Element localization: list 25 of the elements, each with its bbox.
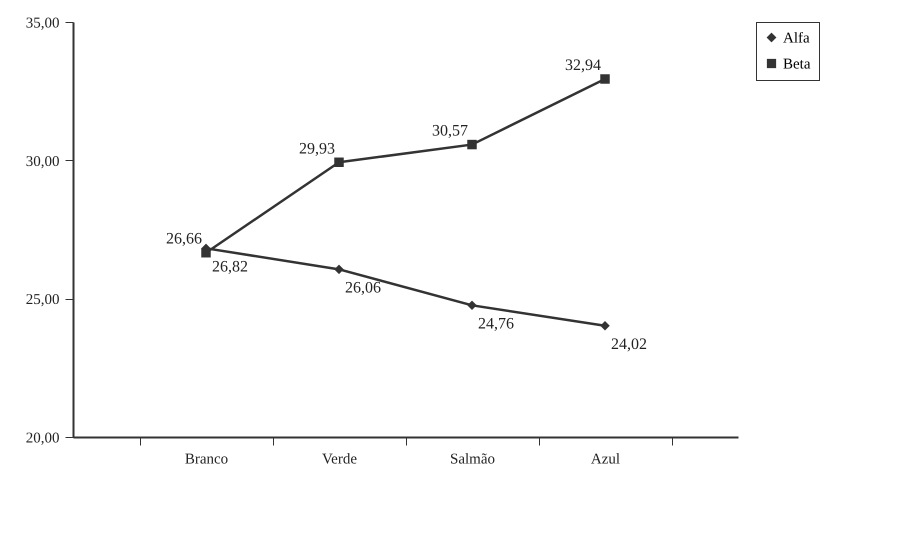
- data-label: 26,66: [166, 230, 202, 248]
- x-tick-label: Azul: [590, 452, 620, 468]
- data-label: 32,94: [565, 56, 601, 74]
- point: [467, 300, 477, 310]
- y-tick-label: 25,00: [26, 292, 60, 308]
- data-label: 29,93: [299, 140, 335, 158]
- y-tick-label: 20,00: [26, 430, 60, 446]
- x-tick-label: Branco: [184, 452, 228, 468]
- y-tick-label: 35,00: [26, 16, 60, 32]
- legend-label: Alfa: [783, 30, 810, 46]
- point: [600, 321, 610, 331]
- point: [334, 264, 344, 274]
- legend-label: Beta: [783, 56, 811, 72]
- y-tick-label: 30,00: [26, 154, 60, 170]
- point: [201, 248, 211, 258]
- data-label: 24,76: [478, 315, 514, 332]
- point: [334, 158, 344, 168]
- data-label: 24,02: [611, 336, 647, 353]
- point: [600, 74, 610, 84]
- x-tick-label: Verde: [322, 452, 358, 468]
- data-label: 30,57: [432, 122, 468, 140]
- data-label: 26,82: [212, 258, 248, 276]
- x-tick-label: Salmão: [450, 452, 495, 468]
- data-label: 26,06: [345, 279, 381, 296]
- point: [467, 140, 477, 150]
